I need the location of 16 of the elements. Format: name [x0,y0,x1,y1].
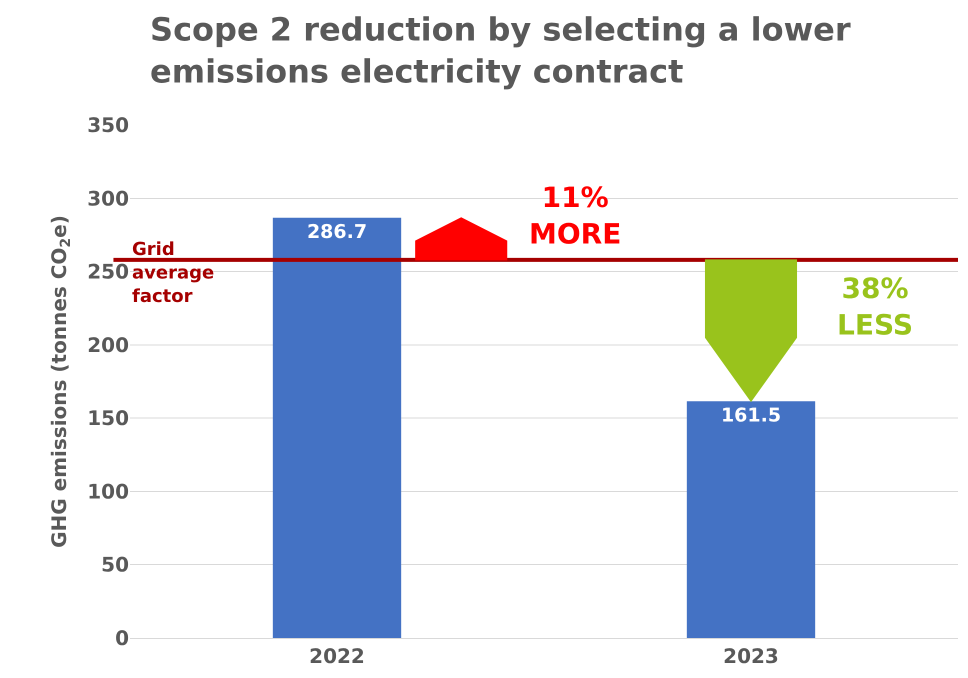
y-tick-label: 50 [101,552,129,577]
y-tick-label: 350 [87,113,129,137]
x-tick-label: 2023 [723,644,779,668]
x-tick-label: 2022 [309,644,365,668]
ref-line-label: Grid average factor [132,239,214,307]
data-label: 161.5 [720,404,782,426]
y-tick-label: 150 [87,406,129,430]
data-label: 286.7 [306,220,368,243]
y-tick-label: 200 [87,332,129,357]
chart-title: Scope 2 reduction by selecting a lower emissions electricity contract [150,10,851,90]
y-tick-label: 300 [87,186,129,210]
annotation: 38% LESS [837,272,914,342]
y-tick-label: 100 [87,479,129,504]
y-tick-label: 250 [87,260,129,284]
y-tick-label: 0 [115,626,129,650]
annotation: 11% MORE [529,181,622,250]
